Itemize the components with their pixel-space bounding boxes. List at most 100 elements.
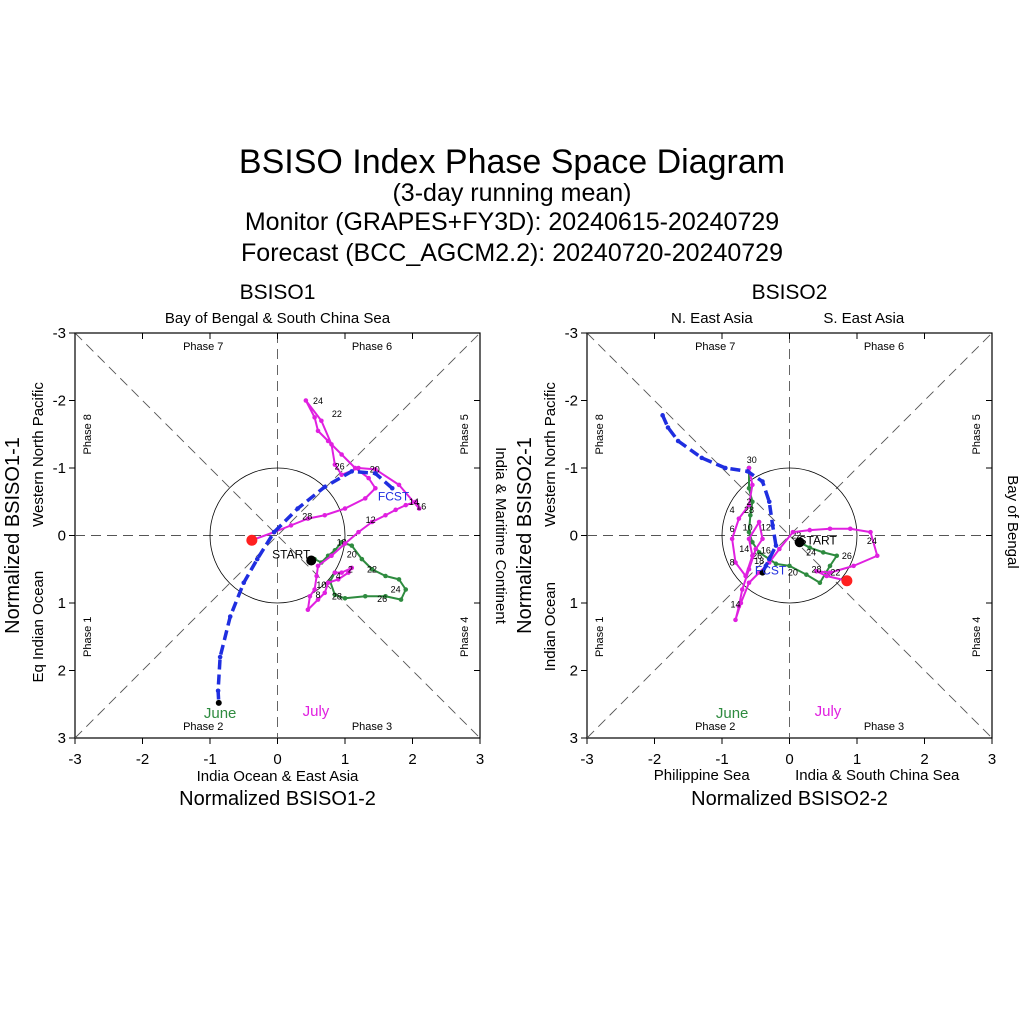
region-top-left: N. East Asia <box>671 310 753 327</box>
series-point-june <box>750 539 755 545</box>
phase-label: Phase 3 <box>864 721 904 733</box>
series-point-july <box>824 573 829 579</box>
series-point-june <box>369 566 375 572</box>
forecast-line: Forecast (BCC_AGCM2.2): 20240720-2024072… <box>241 239 783 267</box>
series-point-july <box>383 512 388 518</box>
y-axis-label: Normalized BSISO1-1 <box>2 437 24 634</box>
date-label: 24 <box>867 536 877 546</box>
series-point-july <box>332 570 338 575</box>
region-top-right: S. East Asia <box>823 310 905 327</box>
date-label: 14 <box>730 599 740 609</box>
date-label: 24 <box>391 585 401 595</box>
series-point-july <box>750 553 755 559</box>
series-point-june <box>398 597 404 602</box>
date-label: 30 <box>747 455 757 465</box>
region-bottom: India Ocean & East Asia <box>197 768 359 785</box>
region-bottom-right: India & South China Sea <box>795 767 960 784</box>
date-label: 8 <box>730 558 735 568</box>
date-label: 12 <box>761 522 771 532</box>
x-tick-label: -2 <box>648 751 661 768</box>
series-point-july <box>349 565 355 571</box>
series-point-july <box>373 485 378 491</box>
series-point-fcst <box>227 614 233 619</box>
date-label: 26 <box>842 551 852 561</box>
series-point-june <box>827 563 833 569</box>
region-left-outer: Indian Ocean <box>542 582 559 671</box>
start-label: START <box>799 533 838 547</box>
y-tick-label: 2 <box>58 663 66 680</box>
date-label: 4 <box>336 571 341 581</box>
series-point-july <box>753 546 759 552</box>
series-point-june <box>834 553 840 559</box>
y-tick-label: -2 <box>53 393 66 410</box>
series-point-july <box>315 428 321 434</box>
date-label: 28 <box>302 512 312 522</box>
series-point-fcst <box>295 506 301 511</box>
x-tick-label: -3 <box>580 751 593 768</box>
date-label: 16 <box>416 501 426 511</box>
date-label: 28 <box>811 564 821 574</box>
start-marker <box>306 555 317 566</box>
series-point-july <box>312 415 317 420</box>
y-tick-label: -1 <box>53 460 66 477</box>
phase-label: Phase 8 <box>594 414 606 454</box>
series-point-july <box>373 467 378 472</box>
y-tick-label: 1 <box>58 595 66 612</box>
y-axis-label: Normalized BSISO2-1 <box>514 437 536 634</box>
series-point-july <box>743 573 748 579</box>
series-point-july <box>874 553 880 559</box>
series-point-july <box>827 570 833 575</box>
region-right: Bay of Bengal <box>1004 475 1021 568</box>
date-label: 20 <box>370 464 380 474</box>
series-point-fcst <box>241 580 247 586</box>
y-tick-label: -1 <box>565 460 578 477</box>
series-point-fcst <box>766 499 772 505</box>
series-point-july <box>393 507 398 513</box>
y-tick-label: -3 <box>53 325 66 342</box>
series-point-june <box>396 577 402 582</box>
series-point-july <box>329 553 334 559</box>
date-label: 24 <box>313 396 323 406</box>
series-point-june <box>383 593 388 599</box>
start-label: START <box>272 547 311 561</box>
june-label: June <box>204 705 237 722</box>
date-label: 10 <box>743 522 753 532</box>
subtitle: (3-day running mean) <box>392 179 631 207</box>
x-tick-label: -2 <box>136 751 149 768</box>
phase-label: Phase 1 <box>594 617 606 657</box>
phase-label: Phase 5 <box>971 414 983 454</box>
series-point-july <box>814 568 819 574</box>
series-point-july <box>329 442 334 447</box>
series-point-july <box>827 526 833 532</box>
series-point-june <box>748 512 753 518</box>
date-label: 6 <box>730 524 735 534</box>
phase-label: Phase 8 <box>82 414 94 454</box>
series-point-july <box>322 512 328 518</box>
series-point-july <box>305 516 311 521</box>
series-point-july <box>369 519 375 525</box>
phase-label: Phase 2 <box>183 721 223 733</box>
series-point-july <box>332 462 338 467</box>
series-point-july <box>733 617 738 623</box>
series-point-fcst <box>723 465 728 471</box>
date-label: 18 <box>754 556 764 566</box>
series-point-june <box>383 573 388 579</box>
x-tick-label: 0 <box>273 751 281 768</box>
july-label: July <box>303 703 330 720</box>
date-label: 20 <box>347 549 357 559</box>
series-point-july <box>339 452 344 457</box>
series-point-fcst <box>215 699 222 706</box>
series-line-july <box>731 467 879 621</box>
date-label: 16 <box>761 545 771 555</box>
series-point-july <box>396 482 402 488</box>
date-label: 10 <box>316 580 326 590</box>
x-tick-label: 3 <box>476 751 484 768</box>
date-label: 12 <box>366 515 376 525</box>
series-point-july <box>339 570 344 575</box>
unit-circle <box>721 467 858 604</box>
panel-title: BSISO2 <box>752 281 828 304</box>
series-point-july <box>315 597 321 602</box>
region-top: Bay of Bengal & South China Sea <box>165 310 391 327</box>
series-point-july <box>303 398 309 403</box>
y-tick-label: 0 <box>58 528 66 545</box>
